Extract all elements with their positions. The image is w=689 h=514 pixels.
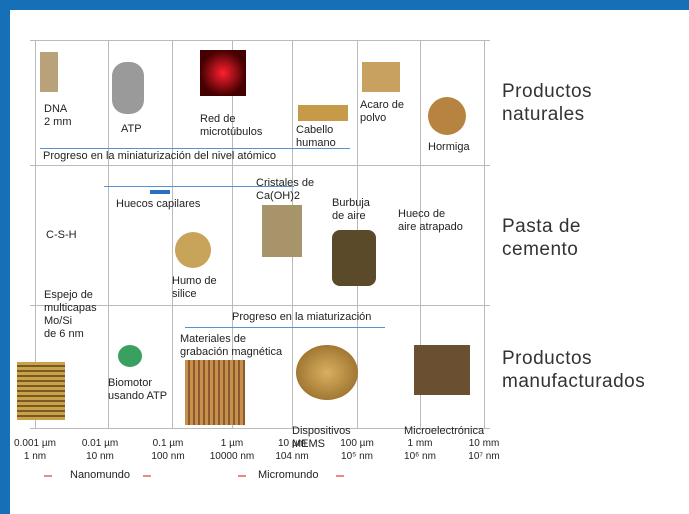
item-label: Hueco de aire atrapado xyxy=(398,208,463,234)
image xyxy=(175,232,211,268)
scale-um: 0.01 µm xyxy=(65,437,135,450)
grid-line xyxy=(30,165,490,166)
scale-um: 100 µm xyxy=(322,437,392,450)
item-label: Cristales de Ca(OH)2 xyxy=(256,177,314,203)
image xyxy=(298,105,348,121)
image xyxy=(296,345,358,400)
scale-nm: 10⁵ nm xyxy=(322,450,392,463)
marker xyxy=(143,475,151,477)
marker xyxy=(238,475,246,477)
grid-line xyxy=(30,40,490,41)
image xyxy=(112,62,144,114)
scale-nm: 10 nm xyxy=(65,450,135,463)
scale-um: 10 µm xyxy=(257,437,327,450)
scale-nm: 10⁶ nm xyxy=(385,450,455,463)
scale-um: 1 mm xyxy=(385,437,455,450)
image xyxy=(185,360,245,425)
grid-line xyxy=(30,305,490,306)
page: DNA 2 mm ATP Red de microtúbulos Cabello… xyxy=(0,0,689,514)
item-label: DNA 2 mm xyxy=(44,103,72,129)
scale-nm: 10⁷ nm xyxy=(449,450,519,463)
world-label: Nanomundo xyxy=(70,469,130,482)
arrow-label: Progreso en la miaturización xyxy=(232,311,371,324)
image xyxy=(332,230,376,286)
top-bar xyxy=(0,0,689,10)
row-label: Productos manufacturados xyxy=(502,347,645,393)
scale-nm: 104 nm xyxy=(257,450,327,463)
grid-line xyxy=(484,40,485,428)
world-label: Micromundo xyxy=(258,469,319,482)
grid-line xyxy=(172,40,173,428)
image xyxy=(414,345,470,395)
grid-line xyxy=(108,40,109,428)
item-label: Materiales de grabación magnética xyxy=(180,333,282,359)
item-label: C-S-H xyxy=(46,229,77,242)
row-label: Pasta de cemento xyxy=(502,215,581,261)
scale-um: 0.001 µm xyxy=(0,437,70,450)
arrow xyxy=(185,327,385,328)
image xyxy=(362,62,400,92)
image xyxy=(118,345,142,367)
item-label: Huecos capilares xyxy=(116,198,200,211)
item-label: Burbuja de aire xyxy=(332,197,370,223)
scale-um: 0.1 µm xyxy=(133,437,203,450)
image xyxy=(40,52,58,92)
scale-nm: 100 nm xyxy=(133,450,203,463)
marker xyxy=(44,475,52,477)
item-label: Espejo de multicapas Mo/Si de 6 nm xyxy=(44,289,97,341)
item-label: ATP xyxy=(121,123,142,136)
image xyxy=(262,205,302,257)
image xyxy=(200,50,246,96)
image xyxy=(17,362,65,420)
scale-um: 10 mm xyxy=(449,437,519,450)
arrow-label: Progreso en la miniaturización del nivel… xyxy=(43,150,276,163)
item-label: Cabello humano xyxy=(296,124,336,150)
item-label: Hormiga xyxy=(428,141,470,154)
marker xyxy=(336,475,344,477)
item-label: Red de microtúbulos xyxy=(200,113,262,139)
item-label: Acaro de polvo xyxy=(360,99,404,125)
row-label: Productos naturales xyxy=(502,80,592,126)
scale-nm: 1 nm xyxy=(0,450,70,463)
item-label: Humo de silice xyxy=(172,275,217,301)
image xyxy=(428,97,466,135)
item-label: Biomotor usando ATP xyxy=(108,377,167,403)
image xyxy=(150,190,170,194)
